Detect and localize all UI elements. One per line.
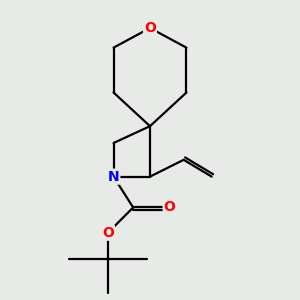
Text: N: N (108, 169, 119, 184)
Text: O: O (102, 226, 114, 240)
Text: O: O (164, 200, 176, 214)
Text: O: O (144, 21, 156, 35)
